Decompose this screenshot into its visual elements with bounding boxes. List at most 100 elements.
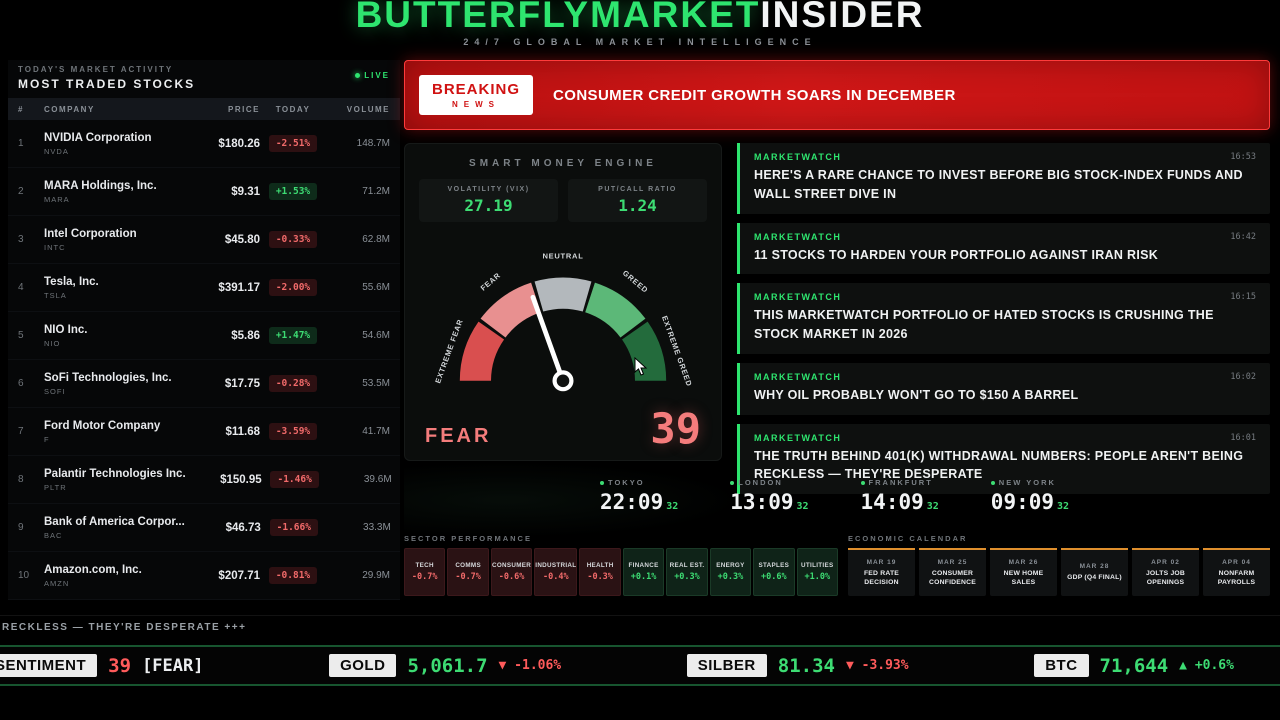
news-item[interactable]: MARKETWATCH 16:53 HERE'S A RARE CHANCE T… bbox=[737, 143, 1270, 214]
calendar-event[interactable]: MAR 28 GDP (Q4 FINAL) bbox=[1061, 548, 1128, 596]
stock-change-badge: -0.81% bbox=[268, 567, 318, 584]
sector-change: -0.6% bbox=[498, 572, 525, 582]
stock-price: $17.75 bbox=[224, 377, 260, 390]
stock-ticker-symbol: PLTR bbox=[44, 482, 67, 492]
silver-quote: SILBER 81.34 ▼ -3.93% bbox=[686, 654, 909, 677]
calendar-event-name: NONFARM PAYROLLS bbox=[1217, 569, 1256, 586]
calendar-event[interactable]: MAR 19 FED RATE DECISION bbox=[848, 548, 915, 596]
sector-tile[interactable]: REAL EST. +0.3% bbox=[666, 548, 708, 596]
calendar-date: APR 02 bbox=[1151, 558, 1180, 566]
stock-volume: 41.7M bbox=[362, 426, 390, 437]
table-row[interactable]: 7 Ford Motor Company F $11.68 -3.59% 41.… bbox=[8, 408, 400, 456]
market-ticker-bar: SENTIMENT 39 [FEAR] GOLD 5,061.7 ▼ -1.06… bbox=[0, 645, 1280, 686]
news-source: MARKETWATCH bbox=[754, 432, 842, 443]
sector-name: CONSUMER bbox=[491, 562, 532, 569]
clock-time-value: 14:09 bbox=[860, 490, 924, 514]
calendar-event[interactable]: MAR 26 NEW HOME SALES bbox=[990, 548, 1057, 596]
news-source: MARKETWATCH bbox=[754, 292, 842, 303]
stock-change-badge: -3.59% bbox=[268, 423, 318, 440]
sector-tile[interactable]: INDUSTRIAL -0.4% bbox=[534, 548, 578, 596]
sector-change: -0.4% bbox=[543, 572, 569, 582]
stock-volume: 53.5M bbox=[362, 378, 390, 389]
gauge-segment-neutral bbox=[534, 277, 592, 312]
sector-tile[interactable]: TECH -0.7% bbox=[404, 548, 446, 596]
calendar-event[interactable]: APR 02 JOLTS JOB OPENINGS bbox=[1132, 548, 1199, 596]
gauge-segment-extreme-greed bbox=[622, 321, 667, 381]
news-time: 16:15 bbox=[1230, 292, 1256, 303]
stock-company-name: NVIDIA Corporation bbox=[44, 131, 152, 144]
stock-ticker-symbol: NVDA bbox=[44, 146, 69, 156]
stock-rank: 8 bbox=[18, 474, 24, 485]
table-row[interactable]: 1 NVIDIA Corporation NVDA $180.26 -2.51%… bbox=[8, 120, 400, 168]
table-row[interactable]: 2 MARA Holdings, Inc. MARA $9.31 +1.53% … bbox=[8, 168, 400, 216]
stock-change-badge: -1.66% bbox=[269, 519, 318, 536]
breaking-news-banner[interactable]: BREAKING NEWS CONSUMER CREDIT GROWTH SOA… bbox=[404, 60, 1270, 130]
stock-ticker-symbol: F bbox=[44, 434, 50, 444]
stock-ticker-symbol: NIO bbox=[44, 338, 61, 348]
metric-label: PUT/CALL RATIO bbox=[598, 186, 677, 193]
sector-name: ENERGY bbox=[716, 562, 745, 569]
gauge-label-greed: GREED bbox=[621, 268, 650, 294]
stock-change-badge: +1.47% bbox=[268, 327, 318, 344]
news-item[interactable]: MARKETWATCH 16:42 11 STOCKS TO HARDEN YO… bbox=[737, 222, 1270, 275]
news-item[interactable]: MARKETWATCH 16:01 THE TRUTH BEHIND 401(K… bbox=[737, 423, 1270, 494]
news-source: MARKETWATCH bbox=[754, 371, 842, 382]
calendar-event-name: NEW HOME SALES bbox=[1003, 569, 1044, 586]
calendar-event[interactable]: APR 04 NONFARM PAYROLLS bbox=[1203, 548, 1270, 596]
sector-change: +0.6% bbox=[761, 572, 787, 582]
gold-quote: GOLD 5,061.7 ▼ -1.06% bbox=[329, 654, 561, 677]
stock-ticker-symbol: TSLA bbox=[44, 290, 67, 300]
table-row[interactable]: 5 NIO Inc. NIO $5.86 +1.47% 54.6M bbox=[8, 312, 400, 360]
clock-dot-icon bbox=[730, 480, 735, 485]
table-row[interactable]: 9 Bank of America Corpor... BAC $46.73 -… bbox=[8, 504, 400, 552]
table-row[interactable]: 8 Palantir Technologies Inc. PLTR $150.9… bbox=[8, 456, 400, 504]
btc-quote: BTC 71,644 ▲ +0.6% bbox=[1034, 654, 1234, 677]
col-price: PRICE bbox=[228, 104, 260, 114]
sector-name: HEALTH bbox=[586, 562, 614, 569]
clock-seconds: 32 bbox=[666, 501, 679, 512]
table-row[interactable]: 3 Intel Corporation INTC $45.80 -0.33% 6… bbox=[8, 216, 400, 264]
world-map-background bbox=[404, 462, 744, 538]
sector-tile[interactable]: COMMS -0.7% bbox=[447, 548, 489, 596]
world-clocks: TOKYO 22:09 32 LONDON 13:09 32 bbox=[600, 478, 1069, 514]
sector-tile[interactable]: STAPLES +0.6% bbox=[753, 548, 795, 596]
news-item[interactable]: MARKETWATCH 16:15 THIS MARKETWATCH PORTF… bbox=[737, 283, 1270, 354]
stock-price: $207.71 bbox=[218, 569, 260, 582]
stock-price: $5.86 bbox=[231, 329, 260, 342]
table-row[interactable]: 6 SoFi Technologies, Inc. SOFI $17.75 -0… bbox=[8, 360, 400, 408]
stocks-title: MOST TRADED STOCKS bbox=[18, 77, 196, 91]
masthead: BUTTERFLYMARKETINSIDER 24/7 GLOBAL MARKE… bbox=[0, 0, 1280, 47]
sector-tile[interactable]: CONSUMER -0.6% bbox=[490, 548, 533, 596]
stocks-panel-header: TODAY'S MARKET ACTIVITY MOST TRADED STOC… bbox=[8, 60, 400, 98]
sentiment-value: 39 bbox=[108, 654, 132, 677]
news-headline: THIS MARKETWATCH PORTFOLIO OF HATED STOC… bbox=[754, 308, 1214, 341]
calendar-date: APR 04 bbox=[1222, 558, 1251, 566]
stock-change-badge: -2.00% bbox=[268, 279, 318, 296]
news-headline: THE TRUTH BEHIND 401(K) WITHDRAWAL NUMBE… bbox=[754, 448, 1244, 482]
sector-tile[interactable]: HEALTH -0.3% bbox=[579, 548, 621, 596]
sector-tile[interactable]: FINANCE +0.1% bbox=[622, 548, 665, 596]
calendar-event[interactable]: MAR 25 CONSUMER CONFIDENCE bbox=[919, 548, 986, 596]
sector-name: STAPLES bbox=[758, 562, 790, 569]
gold-change: -1.06% bbox=[514, 658, 562, 673]
news-item[interactable]: MARKETWATCH 16:02 WHY OIL PROBABLY WON'T… bbox=[737, 362, 1270, 415]
clock-seconds: 32 bbox=[926, 501, 939, 512]
calendar-grid: MAR 19 FED RATE DECISION MAR 25 CONSUMER… bbox=[848, 548, 1270, 596]
sector-tile[interactable]: ENERGY +0.3% bbox=[709, 548, 752, 596]
stock-change-badge: +1.53% bbox=[268, 183, 318, 200]
stock-ticker-symbol: AMZN bbox=[44, 578, 70, 588]
gauge-label-neutral: NEUTRAL bbox=[542, 251, 583, 260]
stock-price: $150.95 bbox=[220, 473, 262, 486]
table-row[interactable]: 10 Amazon.com, Inc. AMZN $207.71 -0.81% … bbox=[8, 552, 400, 600]
stock-rank: 1 bbox=[18, 138, 24, 149]
clock-dot-icon bbox=[600, 480, 604, 485]
table-row[interactable]: 4 Tesla, Inc. TSLA $391.17 -2.00% 55.6M bbox=[8, 264, 400, 312]
calendar-event-name: FED RATE DECISION bbox=[863, 569, 900, 586]
live-indicator-dot bbox=[355, 73, 361, 78]
sector-performance-title: SECTOR PERFORMANCE bbox=[404, 534, 532, 543]
mouse-cursor bbox=[634, 356, 648, 382]
sector-tile[interactable]: UTILITIES +1.0% bbox=[796, 548, 838, 596]
sector-change: +0.3% bbox=[717, 572, 744, 582]
metric-box: PUT/CALL RATIO 1.24 bbox=[568, 179, 707, 222]
